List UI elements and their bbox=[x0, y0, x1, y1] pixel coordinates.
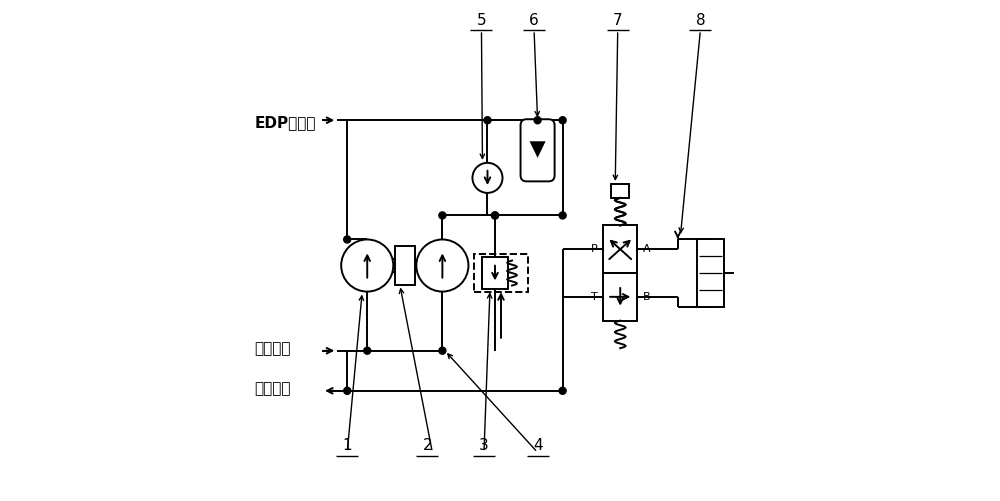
Circle shape bbox=[559, 212, 566, 219]
Text: 4: 4 bbox=[533, 438, 542, 453]
Circle shape bbox=[439, 212, 446, 219]
Text: 8: 8 bbox=[696, 13, 705, 28]
Circle shape bbox=[364, 347, 371, 354]
Bar bbox=[603, 273, 637, 321]
Circle shape bbox=[344, 387, 351, 394]
Text: 油箱吸油: 油箱吸油 bbox=[255, 341, 291, 356]
Bar bbox=[395, 246, 415, 285]
Text: A: A bbox=[642, 244, 650, 254]
Bar bbox=[611, 184, 629, 198]
FancyBboxPatch shape bbox=[521, 119, 555, 181]
Text: T: T bbox=[591, 292, 598, 302]
Bar bbox=[482, 257, 508, 290]
Circle shape bbox=[559, 117, 566, 124]
Text: 3: 3 bbox=[479, 438, 489, 453]
Text: 油箱回油: 油箱回油 bbox=[255, 381, 291, 396]
Text: 7: 7 bbox=[613, 13, 623, 28]
Text: 6: 6 bbox=[529, 13, 539, 28]
Text: 1: 1 bbox=[342, 438, 352, 453]
Text: 5: 5 bbox=[477, 13, 486, 28]
Circle shape bbox=[559, 387, 566, 394]
Circle shape bbox=[439, 347, 446, 354]
Bar bbox=[474, 255, 528, 292]
Circle shape bbox=[491, 212, 498, 219]
Text: P: P bbox=[591, 244, 598, 254]
Bar bbox=[603, 225, 637, 273]
Text: EDP低压油: EDP低压油 bbox=[255, 115, 316, 130]
Text: 2: 2 bbox=[423, 438, 432, 453]
Circle shape bbox=[344, 236, 351, 243]
Bar bbox=[697, 239, 724, 307]
Polygon shape bbox=[530, 141, 546, 158]
Circle shape bbox=[534, 117, 541, 124]
Circle shape bbox=[484, 117, 491, 124]
Circle shape bbox=[491, 212, 498, 219]
Text: B: B bbox=[642, 292, 650, 302]
